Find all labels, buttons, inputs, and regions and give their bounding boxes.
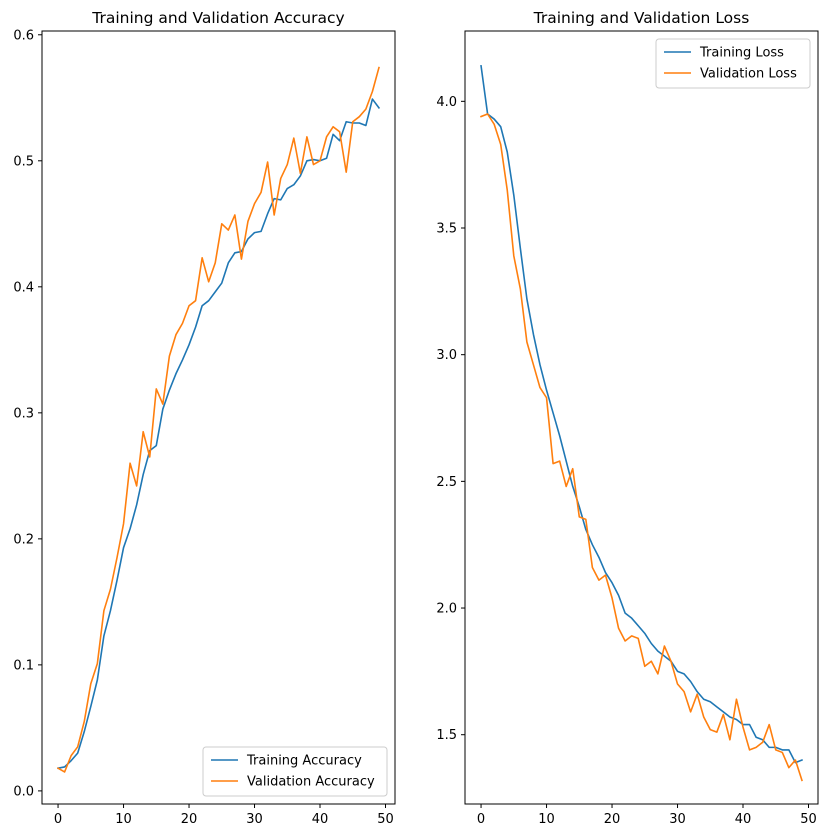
chart-0-xtick-label: 40 [312,812,329,827]
chart-0-ytick-label: 0.0 [13,784,34,799]
chart-0-ytick-label: 0.5 [13,154,34,169]
chart-1-legend-label: Validation Loss [700,67,797,82]
chart-0-axes-frame [41,30,396,805]
chart-1-axes-frame [464,30,819,805]
chart-1-ytick-label: 2.5 [436,475,457,490]
chart-1-ytick-label: 2.0 [436,602,457,617]
chart-1-series-training-loss [480,64,803,764]
chart-0-ytick-label: 0.6 [13,28,34,43]
chart-1-xtick-label: 20 [604,812,621,827]
chart-1-series-validation-loss [480,113,803,782]
chart-0-xtick-label: 30 [246,812,263,827]
chart-0-xtick-label: 0 [54,812,62,827]
chart-1-xtick-label: 50 [800,812,817,827]
chart-1-legend-label: Training Loss [699,46,784,61]
chart-0-legend: Training Accuracy Validation Accuracy [202,746,388,797]
chart-0-ytick-label: 0.1 [13,658,34,673]
chart-1-ytick-label: 4.0 [436,95,457,110]
chart-0-legend-label: Training Accuracy [246,754,362,769]
chart-1-xtick-label: 40 [735,812,752,827]
chart-1-ytick-label: 3.5 [436,222,457,237]
chart-0-xtick-label: 10 [115,812,132,827]
chart-0-xtick-label: 20 [181,812,198,827]
chart-0-title: Training and Validation Accuracy [91,9,344,27]
chart-1-ytick-label: 1.5 [436,728,457,743]
chart-1-title: Training and Validation Loss [533,9,750,27]
chart-0-ytick-label: 0.3 [13,406,34,421]
chart-1-xtick-label: 30 [669,812,686,827]
chart-1-xtick-label: 10 [538,812,555,827]
chart-0-series-validation-accuracy [56,66,380,773]
chart-0-series-training-accuracy [57,98,381,770]
chart-0-ytick-label: 0.4 [13,280,34,295]
chart-1-ytick-label: 3.0 [436,348,457,363]
accuracy-chart: Training and Validation Accuracy 0 10 20 30 4… [13,9,396,827]
chart-1-legend-box [655,38,811,89]
chart-1-legend: Training Loss Validation Loss [655,38,811,89]
chart-1-xtick-label: 0 [477,812,485,827]
chart-0-legend-label: Validation Accuracy [247,775,375,790]
chart-0-ytick-label: 0.2 [13,532,34,547]
loss-chart: Training and Validation Loss 0 10 20 30 40 50 1… [436,9,819,827]
chart-0-legend-box [202,746,388,797]
chart-0-xtick-label: 50 [377,812,394,827]
